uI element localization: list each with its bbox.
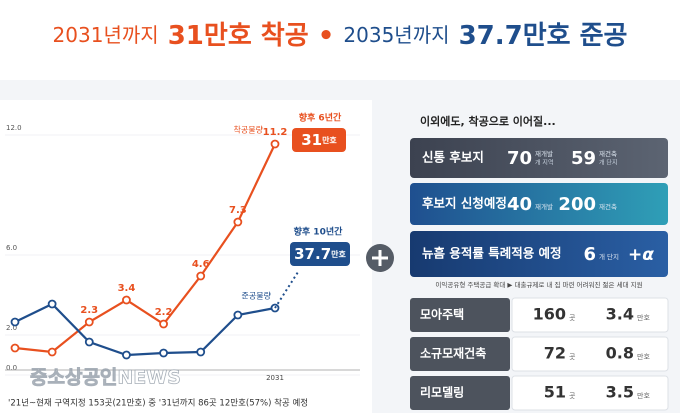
- panel-row: [410, 138, 668, 178]
- item-value: 59: [571, 148, 596, 169]
- item-unit: 재건축: [599, 202, 617, 211]
- point: [122, 295, 131, 305]
- item-sub: 개 단지: [599, 159, 617, 167]
- small-row-value-box: [511, 375, 669, 411]
- panel-intro: 이외에도, 착공으로 이어질...: [420, 114, 556, 128]
- row-label: 뉴흠 용적률 특례적용 예정: [422, 246, 562, 261]
- item-sub: 개 지역: [535, 159, 553, 167]
- small-row-count-unit: 곳: [569, 353, 576, 361]
- small-row-count: 51: [544, 383, 566, 402]
- y-tick-label: 6.0: [6, 244, 17, 252]
- small-row-label: 리모델링: [420, 385, 464, 400]
- point: [84, 337, 94, 347]
- y-tick-label: 2.0: [6, 324, 17, 332]
- watermark: 중소상공인NEWS: [30, 367, 181, 389]
- legend-label: 착공물량: [234, 125, 264, 135]
- panel-row: [410, 183, 668, 225]
- small-row-homes-unit: 만호: [637, 313, 650, 322]
- panel-row: [410, 231, 668, 277]
- data-label: 4.6: [192, 259, 210, 270]
- annotation-period: 향후 10년간: [294, 226, 343, 238]
- data-label: 3.4: [118, 283, 136, 294]
- y-tick-label: 12.0: [6, 124, 22, 132]
- item-unit: 개 단지: [599, 252, 619, 261]
- item-value: 6: [583, 244, 596, 265]
- point: [159, 348, 168, 358]
- series-line: [14, 143, 276, 354]
- series-line: [14, 302, 276, 357]
- item-value: 70: [507, 148, 532, 169]
- point: [84, 317, 94, 327]
- point: [270, 139, 280, 149]
- small-row-homes-unit: 만호: [637, 391, 650, 400]
- point: [159, 319, 168, 329]
- item-suffix: +α: [628, 245, 654, 265]
- small-row-label: 모아주택: [420, 307, 464, 322]
- small-row-count: 160: [533, 305, 566, 324]
- x-tick-label: 2031: [266, 374, 284, 382]
- annotation-number: 31: [301, 131, 322, 149]
- annotation-period: 향후 6년간: [299, 112, 342, 124]
- small-row-count: 72: [544, 344, 566, 363]
- small-row-homes-unit: 만호: [637, 352, 650, 361]
- footer: '21년~현재 구역지정 153곳(21만호) 중 '31년까지 86곳 12만…: [8, 398, 308, 409]
- headline-part: 2031년까지: [53, 23, 159, 47]
- headline-part: •: [318, 21, 335, 51]
- small-row-value-box: [511, 336, 669, 372]
- headline-part: 37.7만호 준공: [459, 21, 628, 51]
- annotation-number: 37.7: [294, 245, 331, 263]
- small-row-homes: 3.5: [606, 383, 634, 402]
- point: [233, 217, 243, 227]
- point: [10, 317, 20, 327]
- small-row-label-box: [410, 298, 510, 332]
- legend-label: 준공물량: [242, 291, 272, 301]
- small-row-label: 소규모재건축: [420, 346, 486, 361]
- data-label: 2.3: [80, 305, 98, 316]
- annotation-badge: [290, 242, 350, 266]
- small-row-homes: 0.8: [606, 344, 634, 363]
- annotation-unit: 만호: [331, 249, 346, 259]
- projection: [274, 271, 299, 309]
- annotation-total: 31만호: [301, 131, 337, 149]
- small-row-label-box: [410, 376, 510, 410]
- annotation-total: 37.7만호: [294, 245, 346, 263]
- point: [10, 343, 20, 353]
- plus-sign: [372, 250, 388, 266]
- small-row-value-box: [511, 297, 669, 333]
- row-label: 후보지 신청예정: [422, 196, 507, 211]
- annotation-unit: 만호: [322, 135, 337, 145]
- data-label: 2.2: [155, 307, 173, 318]
- headline: 2031년까지 31만호 착공 • 2035년까지 37.7만호 준공: [53, 21, 628, 51]
- item-unit: 재건축: [599, 149, 617, 158]
- item-value: 200: [558, 194, 596, 215]
- point: [47, 347, 57, 357]
- headline-part: 31만호 착공: [168, 21, 309, 51]
- point: [233, 310, 243, 320]
- point: [47, 299, 57, 309]
- panel-note: 이익공유형 주택공급 확대 ▶ 대출규제로 내 집 마련 어려워진 젊은 세대 …: [435, 280, 642, 289]
- data-label: 7.3: [229, 205, 247, 216]
- point: [196, 271, 206, 281]
- point: [122, 350, 131, 360]
- item-unit: 재개발: [535, 202, 553, 211]
- small-row-homes: 3.4: [606, 305, 634, 324]
- small-row-count-unit: 곳: [569, 392, 576, 400]
- annotation-badge: [292, 128, 346, 152]
- small-row-label-box: [410, 337, 510, 371]
- row-label: 신통 후보지: [422, 150, 484, 165]
- y-tick-label: 0.0: [6, 364, 17, 372]
- point: [196, 347, 206, 357]
- item-value: 40: [507, 194, 532, 215]
- small-row-count-unit: 곳: [569, 314, 576, 322]
- header-band: [0, 0, 680, 80]
- data-label: 11.2: [263, 127, 288, 138]
- headline-part: 2035년까지: [343, 23, 449, 47]
- item-unit: 재개발: [535, 149, 553, 158]
